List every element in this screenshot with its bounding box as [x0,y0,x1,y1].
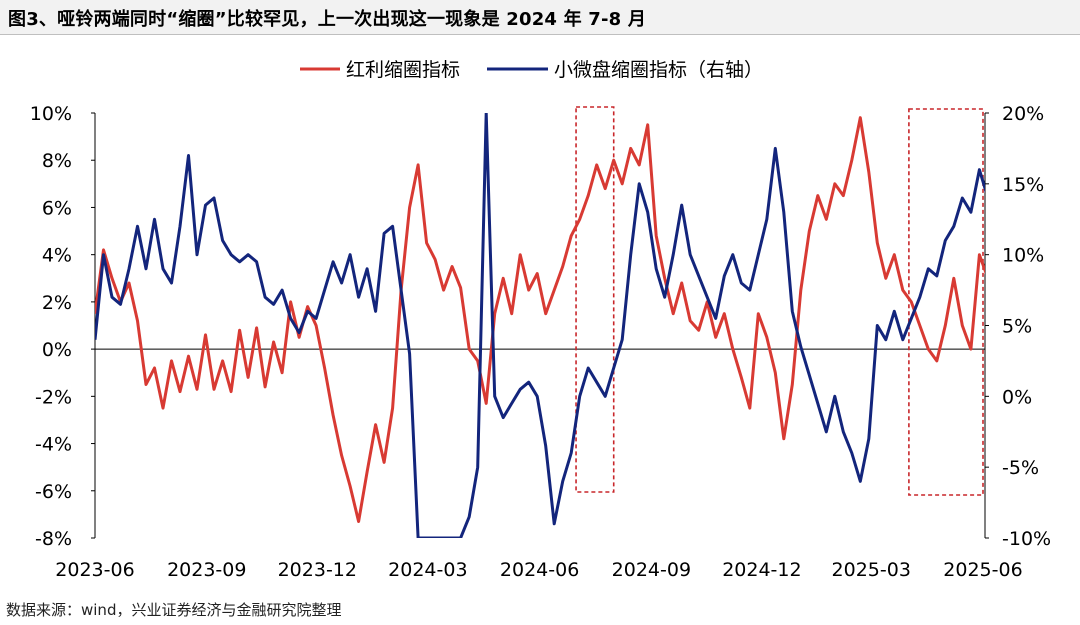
right-tick-label: 0% [1002,386,1032,408]
right-tick-label: 15% [1002,174,1044,196]
left-tick-label: 2% [42,292,72,314]
x-tick-label: 2025-06 [943,559,1022,581]
legend-red-label: 红利缩圈指标 [346,59,460,81]
left-tick-label: 6% [42,197,72,219]
x-tick-label: 2024-06 [500,559,579,581]
left-tick-label: -8% [35,528,72,550]
series-line-blue [95,113,985,538]
right-tick-label: -5% [1002,457,1039,479]
x-tick-label: 2023-12 [278,559,357,581]
x-tick-label: 2023-09 [167,559,246,581]
x-tick-label: 2024-09 [612,559,691,581]
x-tick-label: 2025-03 [832,559,911,581]
series-line-red [95,116,985,523]
left-tick-label: 0% [42,339,72,361]
left-tick-label: -2% [35,386,72,408]
source-note: 数据来源：wind，兴业证券经济与金融研究院整理 [6,601,342,619]
chart: 10% 8% 6% 4% 2% 0% -2% -4% -6% -8% 20% 15% 10% 5% 0% -5… [30,59,1051,581]
left-tick-label: -6% [35,481,72,503]
right-tick-label: 20% [1002,103,1044,125]
right-tick-label: 5% [1002,316,1032,338]
x-tick-label: 2024-03 [388,559,467,581]
right-tick-label: -10% [1002,528,1051,550]
title-bar: 图3、哑铃两端同时“缩圈”比较罕见，上一次出现这一现象是 2024 年 7-8 … [0,0,1080,35]
left-tick-label: 8% [42,150,72,172]
legend-blue-label: 小微盘缩圈指标（右轴） [554,59,763,81]
x-tick-label: 2023-06 [55,559,134,581]
highlight-box [575,106,615,493]
highlight-box [908,108,984,496]
left-tick-label: -4% [35,434,72,456]
left-tick-label: 10% [30,103,72,125]
left-tick-label: 4% [42,245,72,267]
right-tick-label: 10% [1002,245,1044,267]
chart-title: 图3、哑铃两端同时“缩圈”比较罕见，上一次出现这一现象是 2024 年 7-8 … [8,9,647,30]
x-tick-label: 2024-12 [722,559,801,581]
